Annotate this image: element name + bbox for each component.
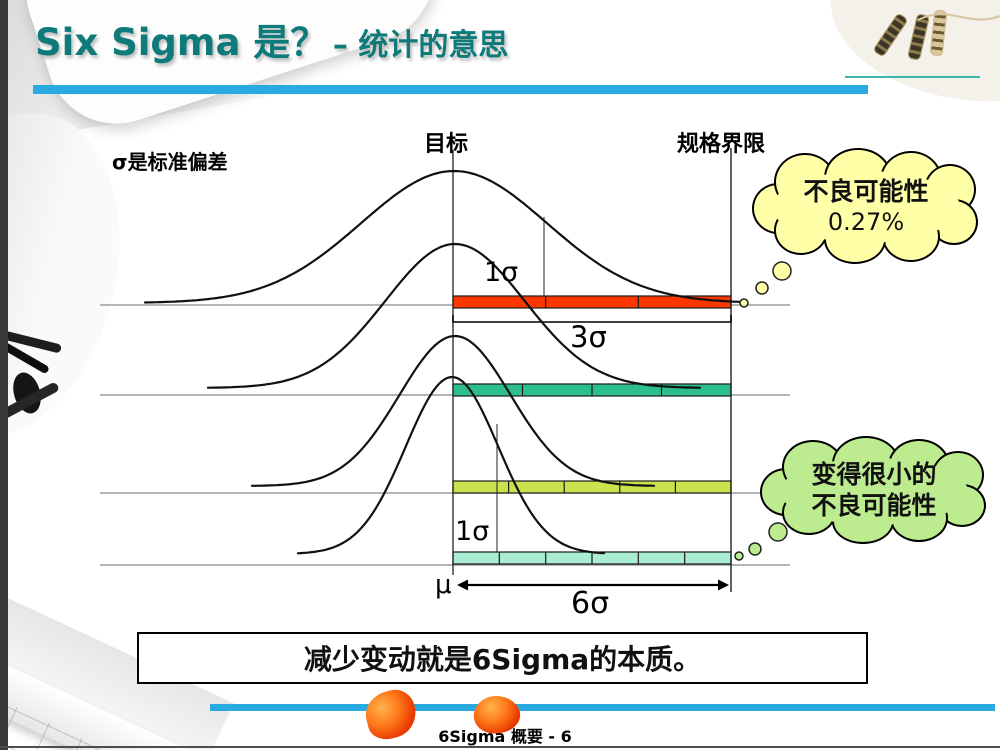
arrowhead-right [718,579,729,591]
bubble-trail-green [734,551,744,561]
sigma-definition-label: σ是标准偏差 [112,150,228,174]
bubble-trail-green [748,542,762,556]
target-label: 目标 [424,132,469,157]
arrowhead-left [457,579,468,591]
footer-accent-bar [210,704,995,711]
small-cloud-line2: 不良可能性 [811,491,937,520]
sigma-bar [452,480,732,494]
bubble-trail-yellow [755,281,769,295]
slide-title-main: Six Sigma 是？ [35,21,328,64]
slide-title: Six Sigma 是？ – 统计的意思 [35,12,508,66]
title-underline-bar [33,85,868,94]
footer-page-label: 6Sigma 概要 - 6 [438,727,572,746]
six-sigma-label: 6σ [571,586,610,621]
cloud-text: 变得很小的 不良可能性 [760,436,988,544]
cloud-core [772,171,960,244]
conclusion-text: 减少变动就是6Sigma的本质。 [303,643,702,676]
normal-curve [250,334,656,487]
mu-label: μ [435,570,452,600]
normal-curve [143,169,744,304]
one-sigma-top-label: 1σ [484,257,519,288]
bottom-edge-line [0,746,1000,748]
bubble-trail-yellow [772,261,792,281]
three-sigma-line [452,315,732,323]
normal-curve [296,375,606,555]
title-underline-thin [845,76,980,78]
conclusion-box: 减少变动就是6Sigma的本质。 [137,632,868,684]
normal-curve [206,242,702,389]
left-edge-strip [0,0,8,750]
spec-limit-label: 规格界限 [677,132,766,157]
bubble-trail-green [768,522,788,542]
small-defect-cloud: 变得很小的 不良可能性 [760,436,988,544]
small-cloud-line1: 变得很小的 [811,460,937,489]
defect-cloud-line2: 0.27% [827,207,905,236]
defect-probability-cloud: 不良可能性 0.27% [752,148,980,264]
three-sigma-label: 3σ [570,320,607,354]
wire-decoration [917,13,1000,21]
bubble-trail-yellow [739,298,749,308]
cloud-text: 不良可能性 0.27% [752,148,980,264]
defect-cloud-line1: 不良可能性 [803,176,929,206]
slide-title-sub: – 统计的意思 [332,28,509,63]
cloud-core [780,457,968,525]
one-sigma-bottom-label: 1σ [455,516,490,547]
